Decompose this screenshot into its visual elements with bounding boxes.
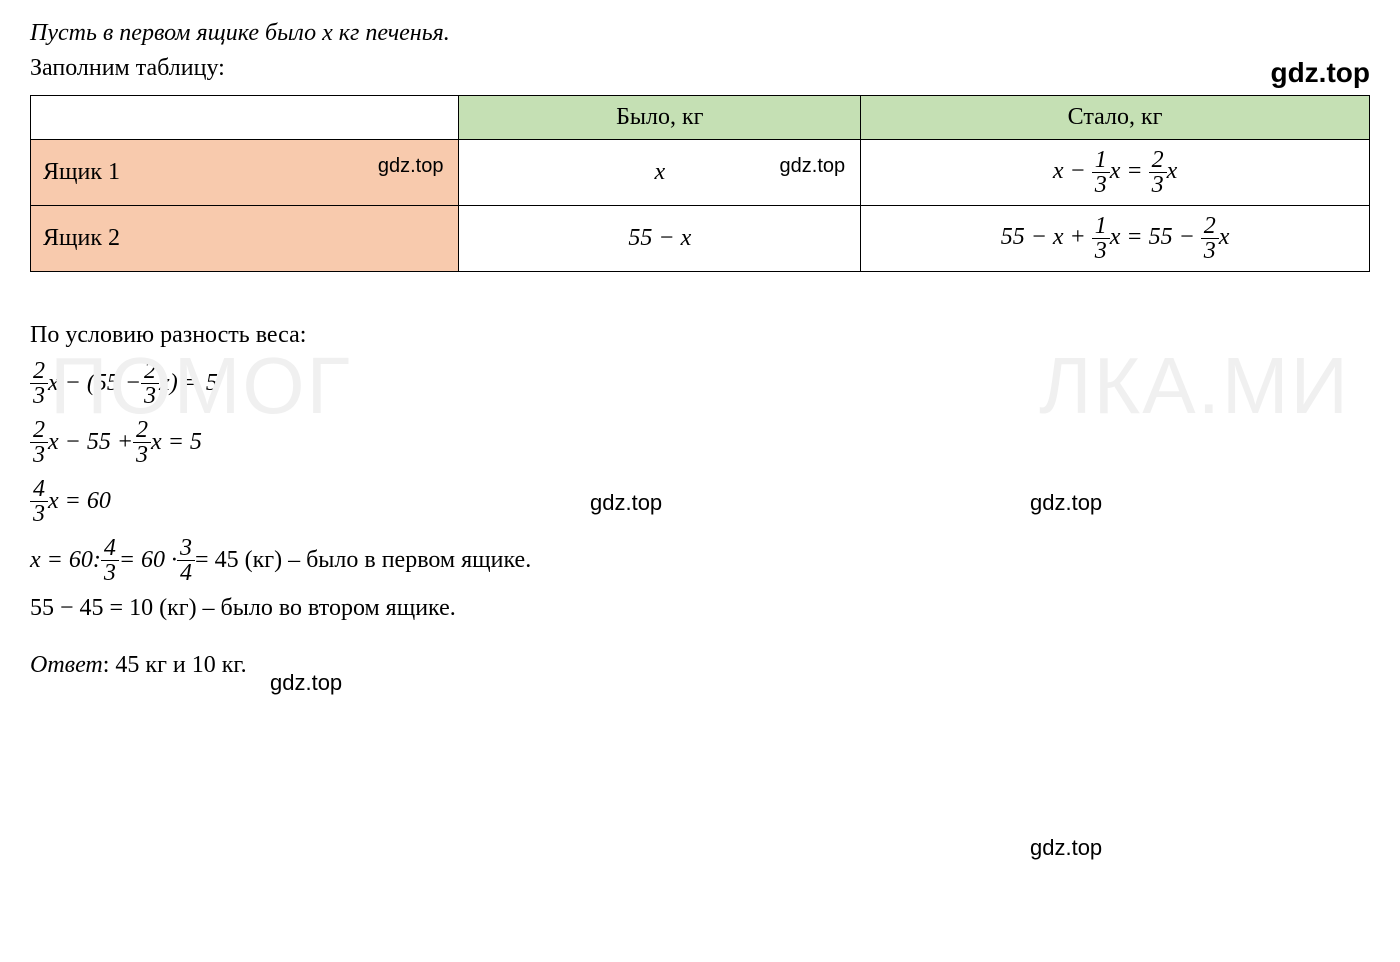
intro-line-1: Пусть в первом ящике было x кг печенья. [30,20,1370,47]
cell-was-2: 55 − x [459,206,861,272]
watermark-gdz-bottom: gdz.top [1030,835,1102,861]
table-header-was: Было, кг [459,96,861,140]
intro-variable: x [322,20,333,46]
answer-text: : 45 кг и 10 кг. [103,652,247,678]
table-header-became: Стало, кг [861,96,1370,140]
row-label-2: Ящик 2 [31,206,459,272]
watermark-gdz-cell-1: gdz.top [378,155,444,178]
solution-condition: По условию разность веса: [30,322,1370,349]
table-header-row: Было, кг Стало, кг [31,96,1370,140]
watermark-gdz-cell-2: gdz.top [780,155,846,178]
data-table: Было, кг Стало, кг Ящик 1 gdz.top x gdz.… [30,95,1370,272]
intro-line-2: Заполним таблицу: [30,55,225,82]
watermark-gdz-top: gdz.top [1270,57,1370,89]
intro-text-2: кг печенья. [333,20,450,46]
table-row: Ящик 2 55 − x 55 − x + 13x = 55 − 23x [31,206,1370,272]
watermark-gdz-mid-3: gdz.top [270,670,342,696]
answer-line: Ответ: 45 кг и 10 кг. [30,652,1370,679]
table-row: Ящик 1 gdz.top x gdz.top x − 13x = 23x [31,140,1370,206]
cell-was-1: x gdz.top [459,140,861,206]
intro-row-2: Заполним таблицу: gdz.top [30,55,1370,90]
cell-became-1: x − 13x = 23x [861,140,1370,206]
equation-1: 23x − (55 − 23x) = 5 [30,359,1370,408]
table-header-empty [31,96,459,140]
watermark-gdz-mid-2: gdz.top [1030,490,1102,516]
solution-block: По условию разность веса: 23x − (55 − 23… [30,322,1370,679]
row-label-1: Ящик 1 gdz.top [31,140,459,206]
equation-2: 23x − 55 + 23x = 5 [30,418,1370,467]
watermark-gdz-mid-1: gdz.top [590,490,662,516]
equation-5: 55 − 45 = 10 (кг) – было во втором ящике… [30,595,1370,622]
cell-became-2: 55 − x + 13x = 55 − 23x [861,206,1370,272]
equation-3: 43x = 60 [30,477,1370,526]
equation-4: x = 60:43 = 60 · 34 = 45 (кг) – было в п… [30,536,1370,585]
intro-text-1: Пусть в первом ящике было [30,20,322,46]
answer-label: Ответ [30,652,103,678]
